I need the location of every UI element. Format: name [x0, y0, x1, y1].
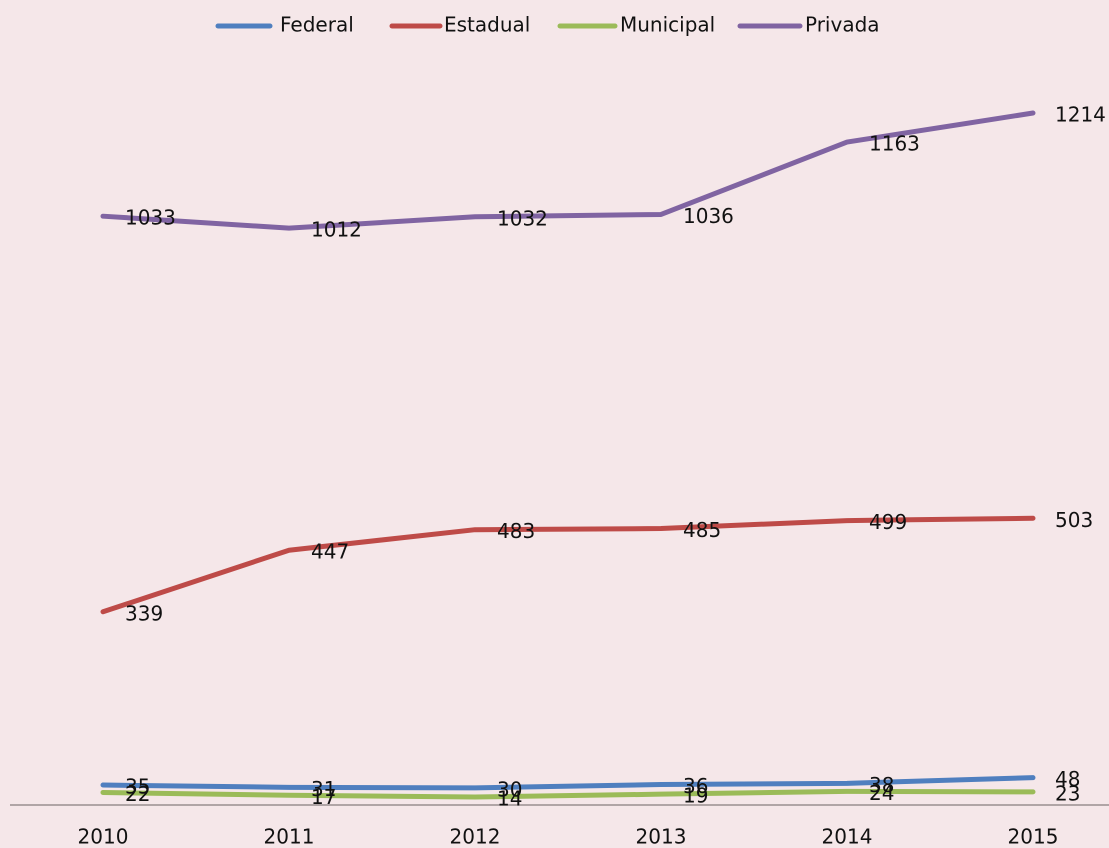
x-tick-label: 2014: [822, 825, 873, 848]
legend-label: Federal: [280, 13, 354, 37]
data-label: 48: [1055, 767, 1080, 791]
data-label: 447: [311, 540, 349, 564]
data-label: 23: [1055, 781, 1080, 805]
data-label: 499: [869, 510, 907, 534]
series-line: [100, 110, 1036, 231]
data-label: 1012: [311, 218, 362, 242]
legend-label: Municipal: [620, 13, 715, 37]
data-label: 1214: [1055, 103, 1106, 127]
data-label: 339: [125, 601, 163, 625]
data-label: 19: [683, 784, 708, 808]
data-label: 38: [869, 773, 894, 797]
series-line: [100, 775, 1036, 791]
x-tick-label: 2010: [78, 825, 129, 848]
series-line: [100, 788, 1036, 800]
data-label: 503: [1055, 508, 1093, 532]
data-label: 36: [683, 774, 708, 798]
series-line: [100, 515, 1036, 615]
data-label: 22: [125, 782, 150, 806]
x-tick-label: 2015: [1008, 825, 1059, 848]
data-label: 1033: [125, 206, 176, 230]
x-tick-label: 2012: [450, 825, 501, 848]
data-label: 483: [497, 519, 535, 543]
legend-label: Estadual: [444, 13, 530, 37]
data-label: 1163: [869, 132, 920, 156]
data-label: 30: [497, 777, 522, 801]
data-label: 35: [125, 775, 150, 799]
legend-label: Privada: [805, 13, 880, 37]
data-label: 31: [311, 777, 336, 801]
data-label: 14: [497, 787, 522, 811]
data-label: 17: [311, 785, 336, 809]
x-tick-label: 2013: [636, 825, 687, 848]
data-label: 1032: [497, 206, 548, 230]
data-label: 24: [869, 781, 894, 805]
x-tick-label: 2011: [264, 825, 315, 848]
data-label: 1036: [683, 204, 734, 228]
data-label: 485: [683, 518, 721, 542]
